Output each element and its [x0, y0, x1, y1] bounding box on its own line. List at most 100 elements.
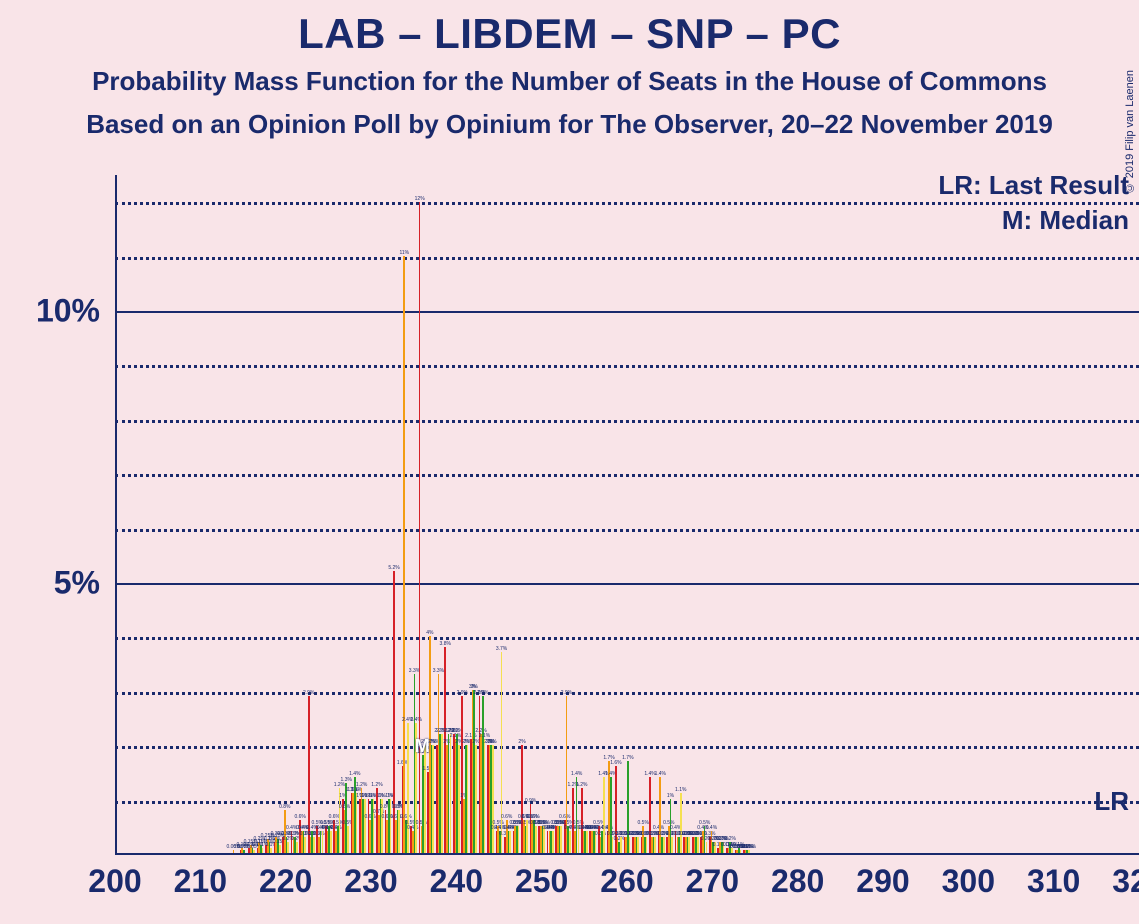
bar-yellow: 1.4% [603, 777, 605, 853]
bar-yellow: 2% [432, 745, 434, 853]
x-tick-label: 320 [1112, 863, 1139, 900]
chart-subtitle-2: Based on an Opinion Poll by Opinium for … [0, 109, 1139, 140]
bar-value-label: 1.6% [610, 760, 621, 766]
bar-value-label: 2.9% [477, 690, 488, 696]
bar-yellow: 0.4% [552, 831, 554, 853]
bar-orange: 0.05% [233, 850, 235, 853]
bar-orange: 11% [403, 256, 405, 853]
bar-yellow: 0.1% [270, 848, 272, 853]
x-tick-label: 200 [88, 863, 141, 900]
bar-value-label: 1.2% [334, 782, 345, 788]
x-tick-label: 270 [686, 863, 739, 900]
bar-yellow: 2.1% [484, 739, 486, 853]
bar-value-label: 1.4% [349, 771, 360, 777]
bar-value-label: 0.4% [706, 825, 717, 831]
bar-yellow: 0.4% [586, 831, 588, 853]
bar-value-label: 2.9% [303, 690, 314, 696]
bar-value-label: 4% [426, 630, 433, 636]
bar-yellow: 0.3% [313, 837, 315, 853]
bar-yellow: 0.3% [663, 837, 665, 853]
x-tick-label: 300 [942, 863, 995, 900]
x-tick-label: 260 [600, 863, 653, 900]
bar-yellow: 0.3% [637, 837, 639, 853]
median-marker: M [415, 736, 430, 757]
bar-value-label: 0.9% [525, 798, 536, 804]
chart-title: LAB – LIBDEM – SNP – PC [0, 0, 1139, 58]
bar-value-label: 12% [415, 196, 425, 202]
bar-yellow: 0.5% [535, 826, 537, 853]
bar-value-label: 5.2% [388, 565, 399, 571]
bar-yellow: 0.1% [262, 848, 264, 853]
chart-plot-area: 5%10% 2002102202302402502602702802903003… [115, 175, 1139, 855]
bar-yellow: 0.15% [279, 845, 281, 853]
bar-yellow: 0.3% [646, 837, 648, 853]
bar-value-label: 0.5% [638, 820, 649, 826]
bar-yellow: 0.5% [518, 826, 520, 853]
bar-yellow: 0.05% [740, 850, 742, 853]
x-tick-label: 240 [430, 863, 483, 900]
bar-value-label: 1.2% [356, 782, 367, 788]
bar-yellow: 0.4% [509, 831, 511, 853]
bar-value-label: 1.2% [576, 782, 587, 788]
bar-yellow: 0.2% [296, 842, 298, 853]
bar-value-label: 1.3% [341, 777, 352, 783]
bar-value-label: 3.3% [433, 668, 444, 674]
bar-yellow: 0.2% [287, 842, 289, 853]
bar-value-label: 0.8% [279, 804, 290, 810]
bar-yellow: 0.6% [526, 820, 528, 853]
bar-value-label: 1.7% [622, 755, 633, 761]
bar-value-label: 2.9% [457, 690, 468, 696]
bar-value-label: 1.4% [655, 771, 666, 777]
x-tick-label: 290 [856, 863, 909, 900]
bar-yellow: 0.4% [322, 831, 324, 853]
x-tick-label: 230 [344, 863, 397, 900]
x-tick-label: 280 [771, 863, 824, 900]
bar-yellow: 2% [458, 745, 460, 853]
x-tick-label: 210 [174, 863, 227, 900]
bar-yellow: 0.3% [629, 837, 631, 853]
y-tick-label: 10% [36, 293, 100, 330]
bar-yellow: 0.05% [748, 850, 750, 853]
bar-yellow: 0.05% [253, 850, 255, 853]
bar-yellow: 2.4% [407, 723, 409, 853]
bar-yellow: 2% [475, 745, 477, 853]
bar-yellow: 0.4% [330, 831, 332, 853]
x-tick-label: 310 [1027, 863, 1080, 900]
bar-yellow: 0.3% [671, 837, 673, 853]
bar-value-label: 3.8% [440, 641, 451, 647]
bar-yellow: 1.1% [356, 793, 358, 853]
bar-value-label: 11% [399, 250, 409, 256]
bar-value-label: 2.9% [561, 690, 572, 696]
bar-value-label: 2% [518, 739, 525, 745]
bar-yellow: 0.3% [688, 837, 690, 853]
bar-yellow: 1% [364, 799, 366, 853]
bar-value-label: 1.1% [675, 787, 686, 793]
bar-yellow: 0.3% [654, 837, 656, 853]
bar-green: 0.05% [243, 850, 245, 853]
bar-yellow: 0.3% [620, 837, 622, 853]
bar-yellow: 2% [492, 745, 494, 853]
bar-yellow: 0.5% [560, 826, 562, 853]
bar-value-label: 1% [667, 793, 674, 799]
bar-yellow: 0.4% [569, 831, 571, 853]
bar-yellow: 2% [424, 745, 426, 853]
bar-yellow: 1.1% [680, 793, 682, 853]
x-tick-label: 250 [515, 863, 568, 900]
bar-yellow: 3.7% [501, 652, 503, 853]
bar-yellow: 0.2% [706, 842, 708, 853]
bar-yellow: 0.5% [347, 826, 349, 853]
bar-yellow: 2.2% [450, 734, 452, 853]
bar-red: 5.2% [393, 571, 395, 853]
bar-yellow: 2.2% [441, 734, 443, 853]
bar-yellow: 1% [373, 799, 375, 853]
bar-value-label: 0.05% [742, 844, 756, 850]
x-axis-line [115, 853, 1139, 855]
bar-value-label: 1.2% [371, 782, 382, 788]
x-tick-label: 220 [259, 863, 312, 900]
bar-yellow: 0.3% [304, 837, 306, 853]
bar-value-label: 0.6% [294, 814, 305, 820]
bar-value-label: 3.7% [496, 646, 507, 652]
chart-subtitle-1: Probability Mass Function for the Number… [0, 66, 1139, 97]
bar-yellow: 0.3% [697, 837, 699, 853]
bar-value-label: 2% [489, 739, 496, 745]
